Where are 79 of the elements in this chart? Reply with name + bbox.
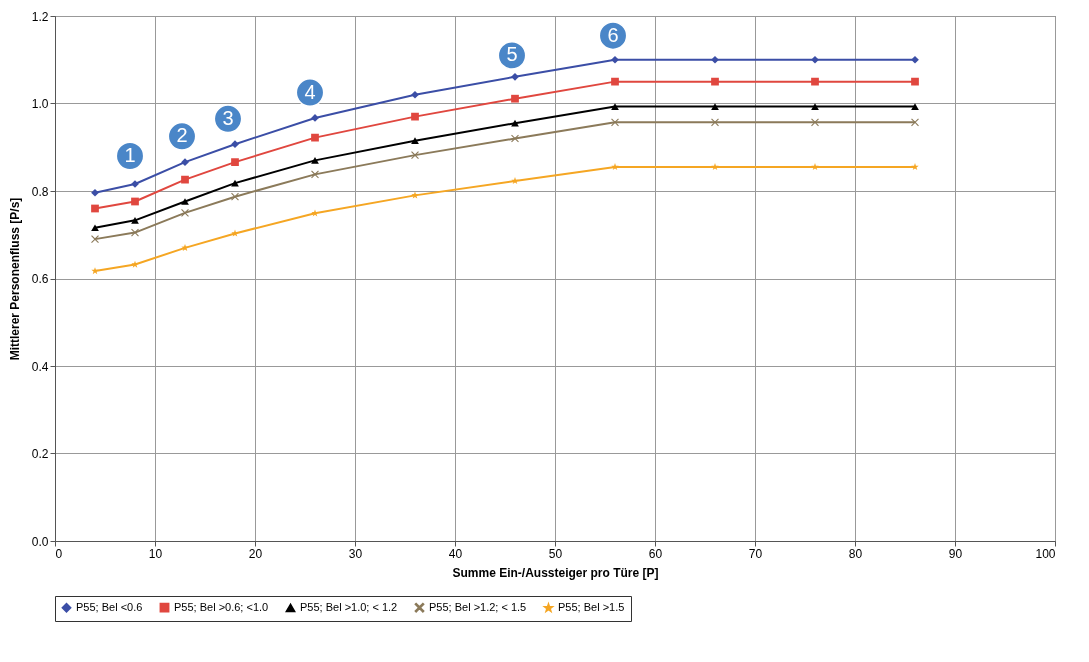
point: [511, 134, 519, 143]
point: [231, 229, 239, 237]
point: [91, 204, 99, 213]
annotation: 2: [176, 124, 188, 147]
point: [711, 118, 719, 127]
legend-label: P55; Bel >1.2; < 1.5: [429, 600, 527, 613]
annotation: 4: [304, 80, 316, 103]
x-tick-label: 30: [348, 546, 363, 561]
x-axis-title: Summe Ein-/Aussteiger pro Türe [P]: [452, 565, 659, 580]
point: [611, 77, 619, 86]
y-tick-label: 0.0: [31, 534, 49, 549]
point: [911, 77, 919, 86]
point: [611, 163, 619, 171]
y-tick-label: 0.8: [31, 184, 49, 199]
point: [511, 177, 519, 185]
point: [131, 260, 139, 268]
point: [811, 55, 819, 64]
point: [711, 77, 719, 86]
point: [311, 157, 319, 164]
point: [611, 118, 619, 127]
legend-label: P55; Bel <0.6: [76, 600, 143, 613]
point: [911, 103, 919, 110]
point: [91, 267, 99, 275]
point: [311, 170, 319, 179]
point: [411, 90, 419, 99]
point: [511, 94, 519, 103]
x-tick-label: 60: [648, 546, 663, 561]
point: [811, 77, 819, 86]
y-axis-title: Mittlerer Personenfluss [P/s]: [7, 197, 22, 361]
point: [181, 244, 189, 252]
point: [231, 158, 239, 166]
point: [811, 103, 819, 110]
annotation: 6: [607, 23, 619, 46]
point: [611, 55, 619, 64]
point: [511, 72, 519, 81]
legend-label: P55; Bel >1.0; < 1.2: [300, 600, 398, 613]
legend-label: P55; Bel >1.5: [558, 601, 625, 614]
point: [611, 103, 619, 110]
annotation: 1: [124, 144, 136, 166]
point: [311, 209, 319, 217]
point: [411, 137, 419, 145]
point: [811, 163, 819, 171]
point: [231, 140, 239, 149]
point: [91, 224, 99, 232]
y-tick-label: 0.6: [31, 272, 49, 286]
point: [231, 192, 239, 201]
point: [911, 118, 919, 127]
legend-label: P55; Bel >0.6; <1.0: [174, 600, 269, 613]
x-tick-label: 20: [248, 546, 263, 561]
x-tick-label: 10: [148, 546, 163, 561]
x-tick-label: 90: [948, 546, 963, 561]
point: [711, 55, 719, 64]
point: [311, 133, 319, 142]
y-tick-label: 0.2: [31, 447, 49, 461]
y-tick-label: 1.0: [31, 97, 49, 111]
point: [911, 163, 919, 171]
x-tick-label: 100: [1035, 546, 1056, 561]
y-tick-label: 1.2: [31, 9, 49, 24]
point: [711, 163, 719, 171]
point: [131, 216, 139, 224]
point: [181, 175, 189, 184]
point: [511, 119, 519, 127]
x-tick-label: 80: [848, 546, 863, 561]
annotation: 3: [222, 106, 234, 129]
point: [811, 118, 819, 127]
point: [911, 55, 919, 64]
y-tick-label: 0.4: [31, 359, 49, 374]
annotation: 5: [506, 43, 518, 66]
point: [411, 112, 419, 121]
point: [131, 197, 139, 206]
point: [91, 188, 99, 197]
point: [711, 103, 719, 110]
point: [181, 198, 189, 205]
x-tick-label: 70: [748, 546, 763, 561]
point: [411, 191, 419, 199]
point: [131, 228, 139, 237]
x-tick-label: 0: [55, 546, 63, 561]
x-tick-label: 40: [448, 546, 463, 561]
x-tick-label: 50: [548, 546, 563, 561]
